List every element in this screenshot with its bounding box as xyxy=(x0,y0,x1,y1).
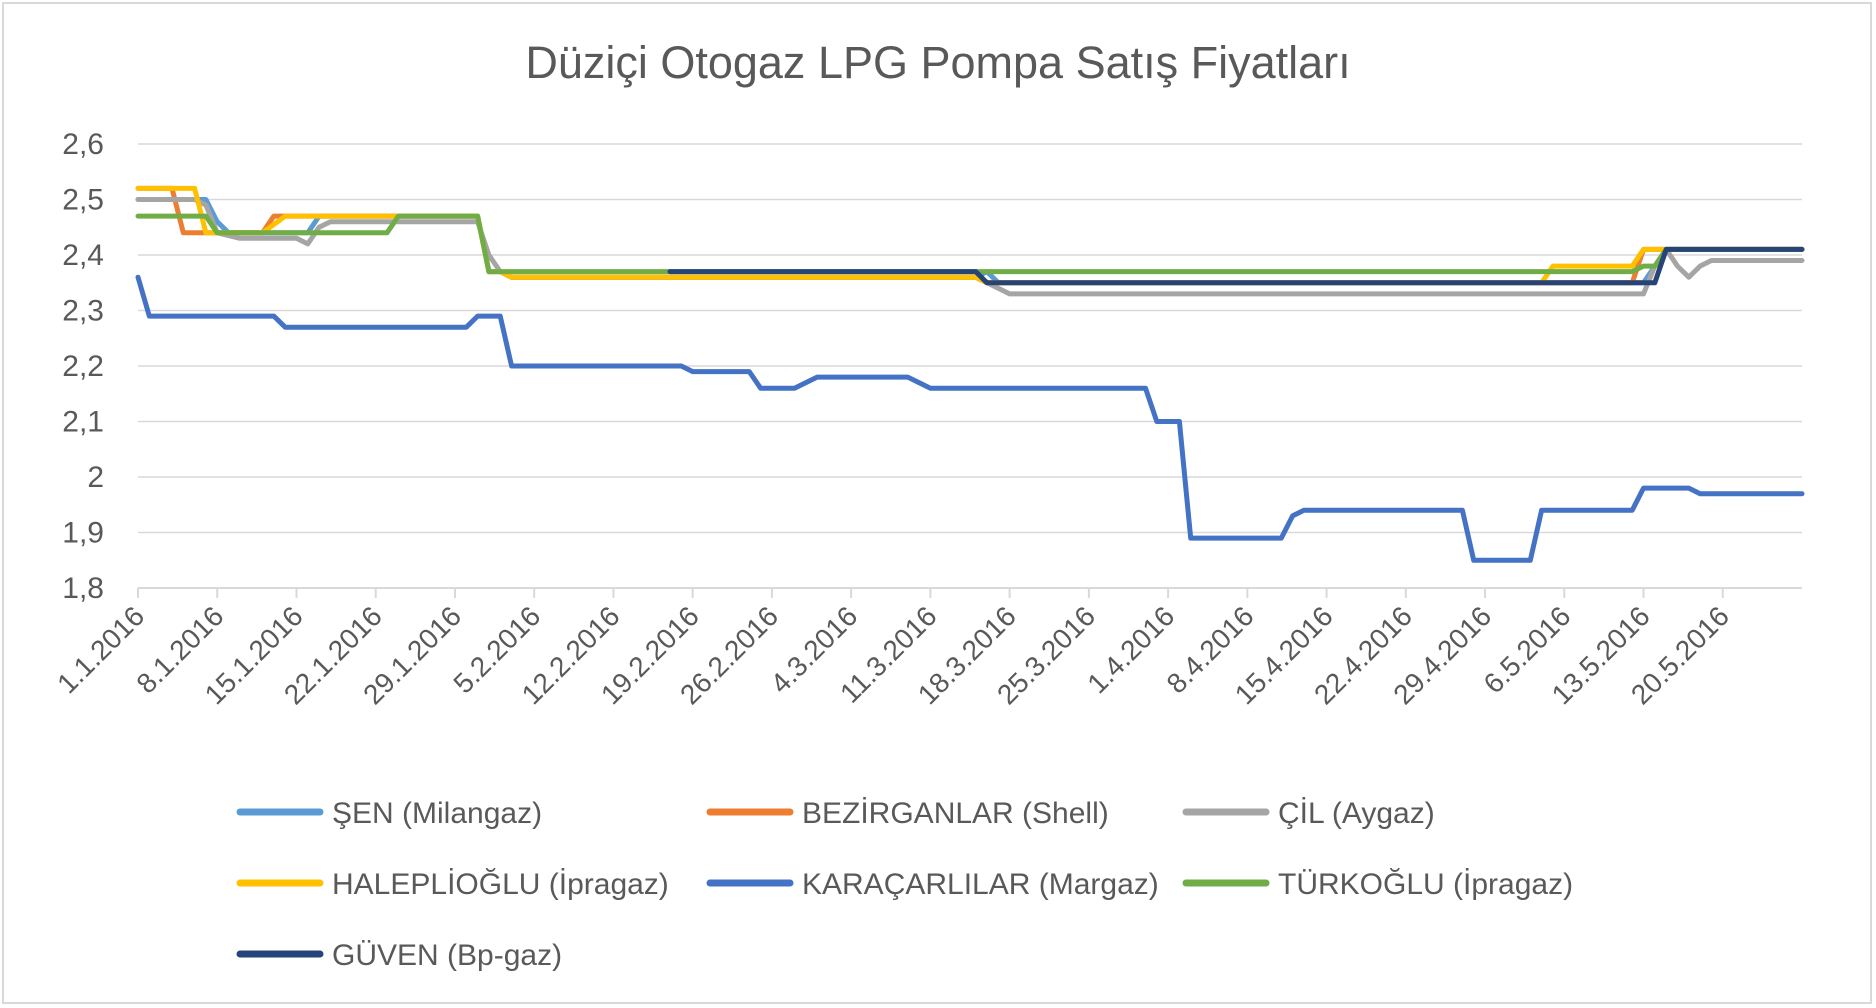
legend-label: TÜRKOĞLU (İpragaz) xyxy=(1278,868,1573,901)
y-tick-label: 1,8 xyxy=(62,572,104,605)
series-line xyxy=(135,274,1805,563)
gridlines xyxy=(138,143,1802,589)
x-tick-label: 1.1.2016 xyxy=(51,600,150,699)
y-tick-label: 2,2 xyxy=(62,350,104,383)
legend-label: HALEPLİOĞLU (İpragaz) xyxy=(332,868,669,901)
x-axis xyxy=(137,587,1802,598)
series-line xyxy=(135,185,1805,286)
series-lines xyxy=(135,185,1805,563)
y-tick-label: 2 xyxy=(87,461,104,494)
series-line xyxy=(135,213,1805,275)
y-tick-label: 1,9 xyxy=(62,517,104,550)
series-line xyxy=(667,246,1805,286)
legend-label: KARAÇARLILAR (Margaz) xyxy=(802,868,1159,901)
legend: ŞEN (Milangaz) BEZİRGANLAR (Shell) ÇİL (Ay… xyxy=(236,797,1573,972)
legend-label: ŞEN (Milangaz) xyxy=(332,797,542,830)
y-tick-label: 2,5 xyxy=(62,184,104,217)
y-tick-label: 2,3 xyxy=(62,295,104,328)
legend-label: GÜVEN (Bp-gaz) xyxy=(332,939,562,972)
y-tick-label: 2,6 xyxy=(62,128,104,161)
x-tick-label: 1.4.2016 xyxy=(1081,600,1180,699)
y-tick-label: 2,1 xyxy=(62,406,104,439)
x-axis-tick-labels: 1.1.20168.1.201615.1.201622.1.201629.1.2… xyxy=(51,600,1735,710)
legend-label: ÇİL (Aygaz) xyxy=(1278,797,1435,830)
legend-label: BEZİRGANLAR (Shell) xyxy=(802,797,1109,830)
y-tick-label: 2,4 xyxy=(62,239,104,272)
y-axis-tick-labels: 2,6 2,5 2,4 2,3 2,2 2,1 2 1,9 1,8 xyxy=(62,128,104,605)
chart-title: Düziçi Otogaz LPG Pompa Satış Fiyatları xyxy=(525,37,1350,88)
